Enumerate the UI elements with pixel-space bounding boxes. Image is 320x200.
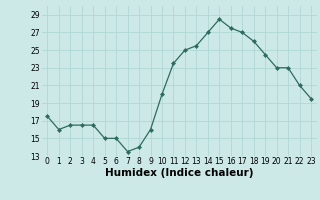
X-axis label: Humidex (Indice chaleur): Humidex (Indice chaleur) — [105, 168, 253, 178]
